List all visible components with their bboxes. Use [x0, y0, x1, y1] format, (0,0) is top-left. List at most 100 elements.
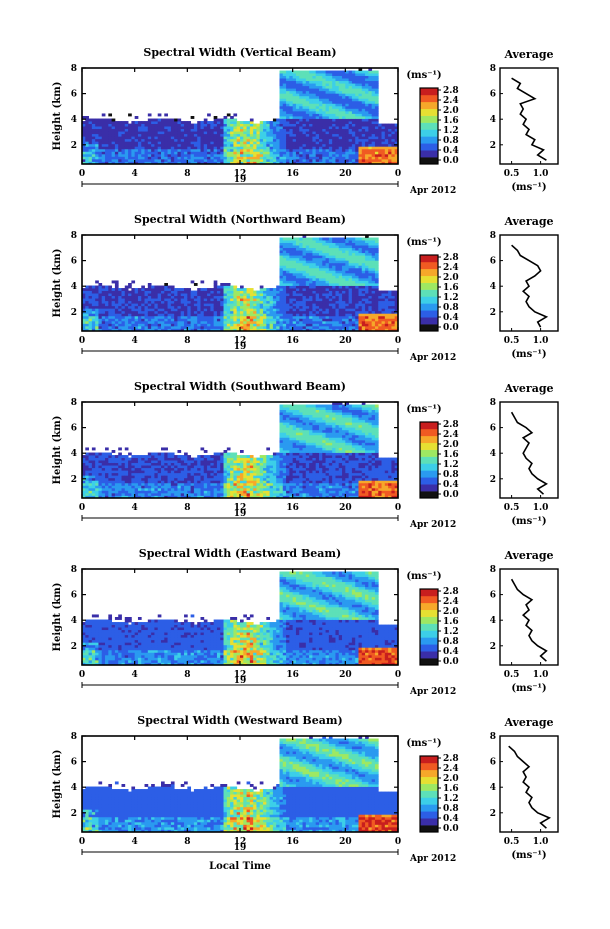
heatmap-cell	[335, 295, 340, 299]
heatmap-cell	[299, 305, 303, 309]
heatmap-cell	[161, 328, 165, 332]
heatmap-cell	[365, 133, 369, 137]
heatmap-cell	[128, 138, 132, 142]
heatmap-cell	[213, 285, 218, 289]
heatmap-cell	[276, 138, 280, 142]
heatmap-cell	[134, 143, 139, 147]
heatmap-cell	[279, 123, 284, 127]
heatmap-cell	[88, 148, 93, 152]
heatmap-cell	[220, 141, 224, 145]
heatmap-cell	[240, 141, 244, 145]
heatmap-cell	[299, 310, 303, 314]
heatmap-cell	[187, 298, 192, 302]
heatmap-cell	[111, 280, 116, 284]
heatmap-cell	[335, 100, 340, 104]
heatmap-cell	[302, 73, 307, 76]
heatmap-cell	[322, 303, 326, 307]
heatmap-cell	[312, 298, 317, 302]
heatmap-cell	[157, 313, 162, 317]
heatmap-cell	[391, 158, 396, 162]
heatmap-cell	[230, 318, 234, 322]
heatmap-cell	[118, 290, 122, 294]
heatmap-cell	[394, 161, 399, 165]
heatmap-cell	[338, 288, 343, 291]
heatmap-cell	[124, 318, 129, 322]
heatmap-cell	[101, 452, 106, 456]
colorbar-swatch	[420, 101, 438, 110]
heatmap-cell	[351, 156, 356, 160]
heatmap-cell	[157, 128, 162, 132]
heatmap-cell	[82, 308, 86, 312]
heatmap-cell	[292, 93, 297, 97]
heatmap-cell	[246, 146, 251, 150]
heatmap-cell	[394, 298, 399, 302]
heatmap-cell	[154, 123, 159, 127]
heatmap-cell	[111, 151, 116, 155]
heatmap-cell	[246, 128, 251, 132]
heatmap-cell	[319, 237, 323, 241]
heatmap-cell	[276, 293, 280, 297]
heatmap-cell	[131, 123, 136, 127]
heatmap-cell	[161, 126, 165, 130]
colorbar-swatch	[420, 150, 438, 158]
heatmap-cell	[355, 320, 359, 324]
heatmap-cell	[253, 158, 257, 162]
heatmap-cell	[289, 242, 294, 246]
heatmap-cell	[319, 305, 323, 309]
heatmap-cell	[322, 158, 326, 162]
heatmap-cell	[85, 308, 89, 312]
heatmap-cell	[170, 141, 175, 145]
heatmap-cell	[305, 320, 310, 324]
heatmap-cell	[111, 313, 116, 317]
heatmap-cell	[236, 153, 241, 157]
heatmap-cell	[368, 318, 373, 322]
heatmap-cell	[174, 300, 178, 304]
heatmap-cell	[154, 161, 159, 165]
heatmap-cell	[381, 136, 386, 140]
heatmap-cell	[246, 148, 251, 152]
heatmap-cell	[276, 153, 280, 157]
heatmap-cell	[299, 128, 303, 132]
heatmap-cell	[302, 323, 307, 327]
heatmap-cell	[351, 148, 356, 152]
heatmap-cell	[95, 141, 99, 145]
heatmap-cell	[253, 298, 257, 302]
heatmap-cell	[309, 95, 313, 99]
heatmap-cell	[141, 123, 145, 127]
heatmap-cell	[203, 328, 208, 332]
heatmap-cell	[342, 250, 346, 254]
heatmap-cell	[365, 328, 369, 332]
heatmap-cell	[374, 158, 379, 162]
heatmap-cell	[282, 237, 287, 241]
heatmap-cell	[279, 257, 284, 261]
heatmap-cell	[203, 315, 208, 319]
heatmap-cell	[309, 80, 313, 84]
heatmap-cell	[365, 153, 369, 157]
heatmap-cell	[345, 108, 350, 112]
heatmap-cell	[216, 318, 221, 322]
heatmap-cell	[289, 73, 294, 76]
heatmap-cell	[332, 303, 336, 307]
heatmap-cell	[98, 161, 103, 165]
heatmap-cell	[358, 68, 363, 71]
colorbar-tick-label: 2.4	[443, 263, 459, 273]
heatmap-cell	[256, 328, 261, 332]
heatmap-cell	[335, 308, 340, 312]
heatmap-cell	[279, 320, 284, 324]
heatmap-cell	[338, 128, 343, 132]
heatmap-cell	[391, 133, 396, 137]
heatmap-cell	[332, 153, 336, 157]
heatmap-cell	[342, 260, 346, 264]
heatmap-cell	[170, 313, 175, 317]
heatmap-cell	[128, 113, 132, 117]
heatmap-cell	[272, 131, 277, 135]
heatmap-cell	[105, 475, 109, 479]
heatmap-cell	[361, 105, 366, 109]
heatmap-cell	[391, 293, 396, 297]
heatmap-cell	[272, 118, 277, 122]
heatmap-cell	[180, 313, 185, 317]
heatmap-cell	[124, 308, 129, 312]
heatmap-cell	[111, 148, 116, 152]
heatmap-cell	[358, 305, 363, 309]
heatmap-cell	[111, 161, 116, 165]
